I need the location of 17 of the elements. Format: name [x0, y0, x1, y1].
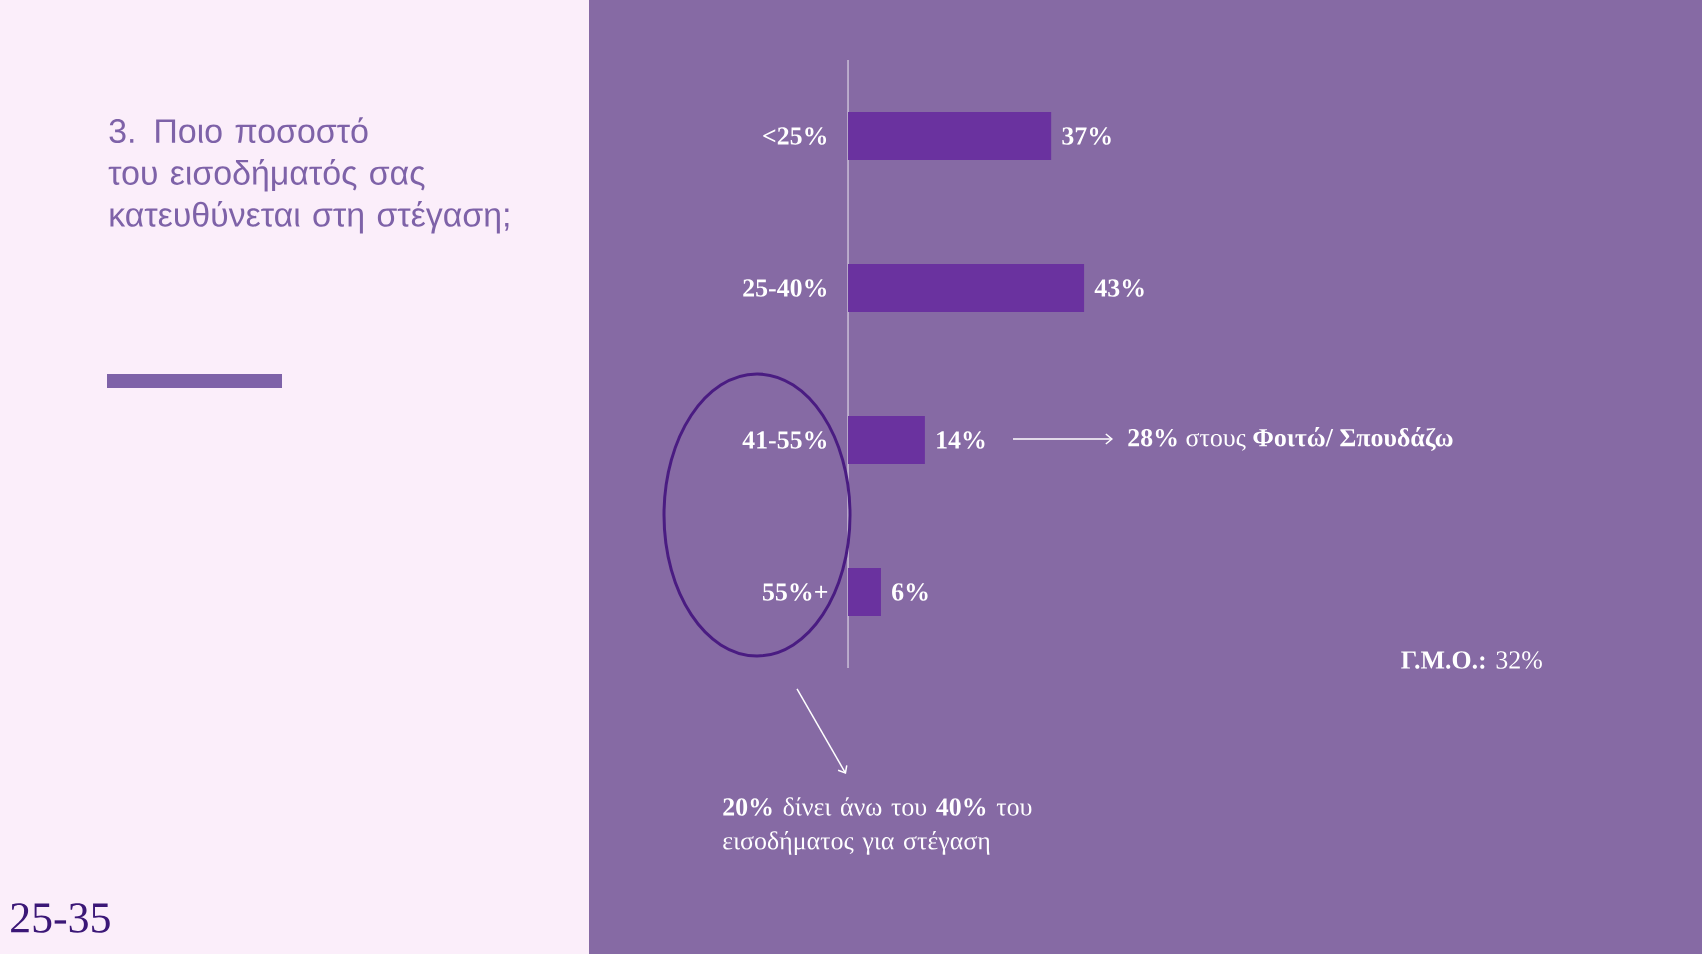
y-tick-label: <25%: [763, 127, 827, 145]
y-tick-label: 41-55%: [742, 431, 827, 449]
text: 25-35: [11, 903, 110, 933]
bar: [848, 568, 881, 616]
y-tick-label: 55%+: [762, 583, 828, 601]
y-tick-label: 25-40%: [743, 279, 827, 297]
bar: [848, 111, 1052, 160]
text: 20% δίνει άνω του 40% του εισοδήματος για στέγαση: [723, 797, 1032, 855]
data-label: 37%: [1062, 127, 1111, 145]
text: Γ.Μ.Ο.: 32%: [1401, 651, 1542, 669]
text: 3. Ποιο ποσοστό του εισοδήματός σας κατευθύνεται στη στέγαση;: [108, 117, 509, 234]
bar: [848, 263, 1085, 312]
text: 28% στους Φοιτώ/ Σπουδάζω: [1128, 426, 1453, 452]
data-label: 43%: [1094, 279, 1144, 297]
bar: [848, 416, 925, 464]
data-label: 14%: [937, 431, 985, 449]
data-label: 6%: [892, 583, 928, 601]
